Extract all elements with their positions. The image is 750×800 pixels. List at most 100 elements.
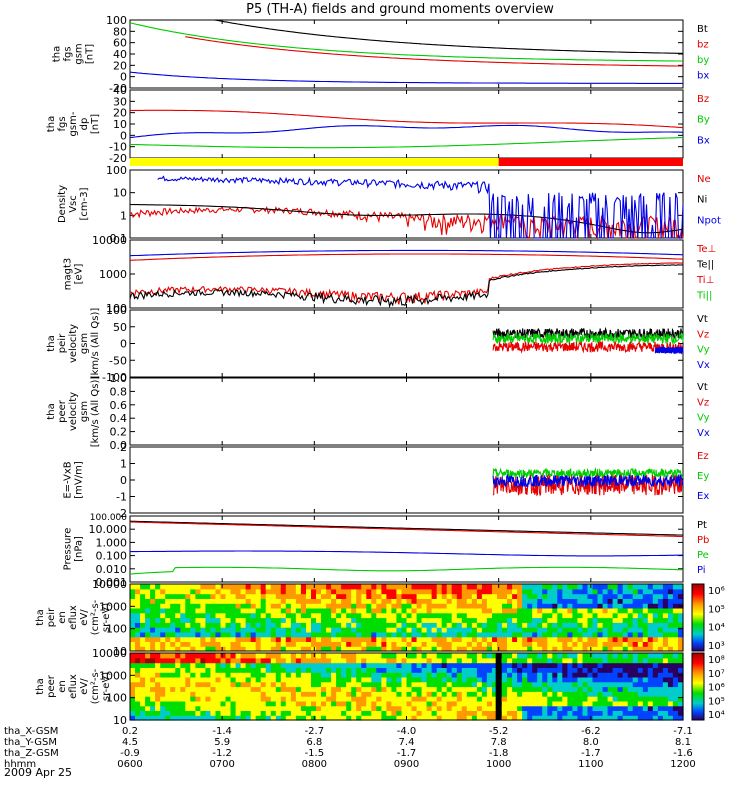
heatmap-cell [275, 691, 282, 697]
heatmap-cell [351, 646, 357, 652]
heatmap-cell [572, 691, 578, 697]
chart-title: P5 (TH-A) fields and ground moments over… [246, 2, 554, 17]
heatmap-cell [406, 691, 413, 697]
heatmap-cell [552, 667, 558, 673]
heatmap-cell [255, 667, 262, 673]
heatmap-cell [260, 705, 267, 711]
heatmap-cell [597, 593, 604, 599]
heatmap-cell [567, 641, 573, 647]
heatmap-cell [436, 631, 443, 638]
heatmap-cell [597, 641, 604, 647]
heatmap-cell [592, 691, 599, 697]
heatmap-cell [446, 646, 453, 652]
heatmap-cell [401, 676, 408, 683]
heatmap-cell [657, 676, 664, 683]
heatmap-cell [572, 653, 578, 659]
heatmap-cell [647, 691, 654, 697]
heatmap-cell [331, 631, 337, 638]
heatmap-cell [607, 593, 614, 599]
heatmap-cell [150, 612, 156, 619]
heatmap-cell [265, 617, 272, 623]
heatmap-cell [270, 691, 277, 697]
legend-entry-Ti⊥: Ti⊥ [696, 275, 714, 286]
heatmap-cell [316, 588, 322, 595]
heatmap-cell [185, 696, 191, 702]
y-tick-label: 10 [113, 187, 127, 200]
heatmap-cell [492, 691, 498, 697]
heatmap-cell [637, 593, 644, 599]
y-tick-label: 10000 [92, 647, 127, 660]
heatmap-cell [285, 607, 292, 614]
heatmap-cell [356, 612, 362, 619]
heatmap-cell [321, 631, 327, 638]
heatmap-cell [421, 603, 428, 609]
heatmap-cell [497, 627, 503, 633]
heatmap-cell [260, 646, 267, 652]
heatmap-cell [406, 667, 413, 673]
heatmap-cell [486, 598, 493, 604]
y-tick-label: 100 [106, 164, 127, 177]
legend-entry-Ez: Ez [697, 451, 709, 462]
heatmap-cell [426, 593, 433, 599]
heatmap-cell [290, 676, 297, 683]
heatmap-cell [441, 657, 448, 664]
heatmap-cell [582, 667, 589, 673]
heatmap-cell [175, 691, 181, 697]
heatmap-cell [436, 607, 443, 614]
heatmap-cell [386, 672, 392, 678]
heatmap-cell [376, 653, 382, 659]
heatmap-cell [361, 641, 367, 647]
heatmap-cell [426, 612, 433, 619]
heatmap-cell [215, 641, 222, 647]
heatmap-cell [235, 617, 242, 623]
heatmap-cell [135, 710, 141, 716]
heatmap-cell [507, 653, 513, 659]
colorbar [691, 652, 705, 721]
heatmap-cell [502, 636, 508, 642]
heatmap-cell [527, 627, 533, 633]
heatmap-cell [512, 584, 518, 590]
heatmap-cell [431, 705, 438, 711]
heatmap-cell [471, 700, 478, 707]
heatmap-cell [617, 631, 624, 638]
x-axis-row-label: tha_X-GSM [4, 726, 58, 737]
heatmap-cell [366, 593, 372, 599]
heatmap-cell [451, 672, 458, 678]
heatmap-cell [471, 705, 478, 711]
heatmap-cell [426, 676, 433, 683]
heatmap-cell [527, 603, 533, 609]
heatmap-cell [461, 705, 468, 711]
heatmap-cell [260, 584, 267, 590]
heatmap-cell [356, 653, 362, 659]
heatmap-cell [295, 617, 302, 623]
heatmap-cell [577, 607, 583, 614]
heatmap-cell [597, 622, 604, 628]
heatmap-cell [175, 641, 181, 647]
heatmap-cell [150, 584, 156, 590]
heatmap-cell [260, 667, 267, 673]
heatmap-cell [285, 636, 292, 642]
heatmap-cell [471, 653, 478, 659]
y-tick-label: 100 [106, 623, 127, 636]
heatmap-cell [421, 631, 428, 638]
heatmap-cell [175, 710, 181, 716]
heatmap-cell [492, 657, 498, 664]
heatmap-cell [406, 631, 413, 638]
heatmap-cell [597, 700, 604, 707]
heatmap-cell [587, 681, 594, 688]
heatmap-cell [637, 584, 644, 590]
heatmap-cell [391, 715, 397, 721]
heatmap-cell [466, 700, 473, 707]
heatmap-cell [622, 662, 629, 668]
heatmap-cell [517, 667, 523, 673]
heatmap-cell [517, 710, 523, 716]
heatmap-cell [200, 622, 206, 628]
heatmap-cell [562, 672, 568, 678]
heatmap-cell [456, 598, 463, 604]
heatmap-cell [602, 584, 609, 590]
heatmap-cell [597, 588, 604, 595]
heatmap-cell [280, 667, 287, 673]
heatmap-cell [632, 598, 639, 604]
heatmap-cell [461, 672, 468, 678]
heatmap-cell [165, 641, 171, 647]
